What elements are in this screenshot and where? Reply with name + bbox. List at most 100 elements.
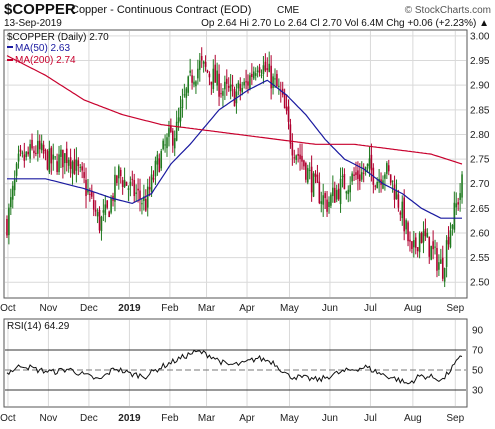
candle-body [204,61,207,67]
price-x-tick-label: Aug [404,303,422,314]
candle-body [10,197,12,208]
candle-body [193,81,195,85]
candle-body [127,188,130,190]
price-y-tick-label: 2.75 [470,155,490,166]
candle-body [389,174,392,183]
candle-body [414,237,417,248]
candle-body [73,159,76,175]
candle-body [87,190,89,193]
candle-body [254,73,257,76]
candle-body [312,173,315,197]
candle-body [181,99,184,108]
candle-body [118,166,120,179]
candle-body [287,106,290,122]
candle-body [353,174,355,176]
candle-body [411,241,413,249]
candle-body [413,240,415,248]
candle-body [391,180,394,182]
candle-body [318,181,321,204]
rsi-x-tick-label: Apr [239,413,255,424]
candle-body [11,185,14,200]
price-y-ticks: 2.50 2.55 2.60 2.65 2.70 2.75 2.80 2.85 2.90 2.95… [470,31,490,288]
candle-body [436,248,438,271]
candle-body [62,149,64,168]
candle-body [418,233,421,253]
candle-body [110,197,112,213]
candle-body [179,107,182,122]
candle-body [453,202,456,230]
candle-body [225,78,228,84]
candle-body [206,70,209,73]
price-y-tick-label: 2.80 [470,130,490,141]
candle-body [428,236,431,257]
candle-body [386,163,388,174]
candle-body [175,121,178,141]
candle-body [297,154,299,156]
candle-body [60,149,62,157]
price-y-tick-label: 2.60 [470,228,490,239]
rsi-x-tick-label: Mar [198,413,216,424]
candle-body [351,173,353,182]
candle-body [247,81,249,86]
candle-body [443,268,446,282]
candle-body [434,246,436,248]
candle-body [15,163,18,176]
exchange-label: CME [277,5,300,16]
candle-body [306,168,309,183]
price-y-tick-label: 2.95 [470,56,490,67]
price-y-tick-label: 2.55 [470,253,490,264]
candle-body [185,88,188,98]
candle-body [295,155,298,160]
candle-body [100,216,103,232]
candle-body [71,161,74,174]
rsi-y-tick-label: 90 [472,326,484,337]
price-y-tick-label: 3.00 [470,31,490,42]
candle-body [222,91,224,96]
candle-body [245,81,247,83]
candle-body [272,76,274,88]
candle-body [156,154,159,165]
price-gridlines [5,31,466,297]
price-panel-frame [3,29,468,299]
candle-body [195,81,197,87]
candle-body [191,75,193,83]
candle-body [301,155,303,162]
candle-body [220,93,222,95]
rsi-y-tick-label: 30 [472,386,484,397]
candle-body [278,85,280,87]
price-x-tick-label: Mar [198,303,216,314]
candle-body [65,148,68,164]
candle-body [370,154,373,171]
candle-body [210,81,213,85]
candle-body [457,202,459,205]
candle-body [137,188,139,191]
candle-body [368,158,371,169]
candle-body [447,236,450,245]
candle-body [432,241,434,250]
candle-body [158,158,161,173]
candle-body [416,247,419,252]
candle-body [455,203,458,208]
ma50-line [7,79,462,219]
candle-body [106,200,109,208]
candle-body [440,259,442,264]
candle-body [320,201,323,204]
rsi-x-tick-label: Dec [80,413,98,424]
price-x-tick-label: Jul [364,303,377,314]
candle-body [347,189,350,195]
candle-body [166,137,168,149]
candle-body [308,169,311,171]
candle-body [403,197,405,232]
candle-body [69,157,72,169]
candle-body [438,262,440,270]
candle-body [424,228,427,237]
candle-body [27,151,29,155]
candle-body [224,81,226,90]
candle-body [81,166,83,171]
candle-body [29,144,31,159]
candle-body [40,143,43,151]
candle-body [364,166,367,172]
price-x-tick-label: Nov [40,303,58,314]
candle-body [146,186,149,208]
price-x-tick-label: Oct [0,303,16,314]
